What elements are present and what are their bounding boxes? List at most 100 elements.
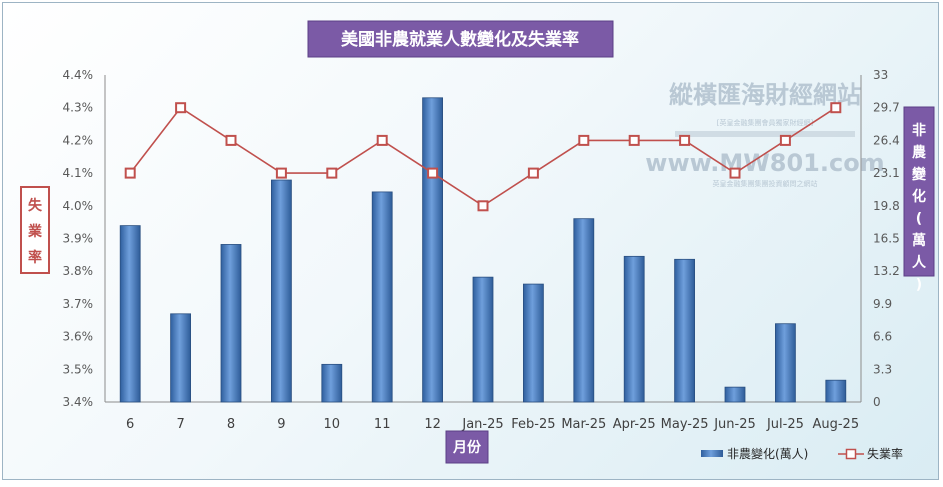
legend-bar-label: 非農變化(萬人)	[727, 446, 808, 461]
y-left-tick-label: 3.4%	[63, 395, 94, 409]
axis-label-char: 失	[28, 197, 43, 214]
y-right-tick-label: 3.3	[873, 362, 892, 376]
x-tick-label: 9	[277, 417, 285, 432]
y-axis-right-ticks: 0 3.3 6.6 9.9 13.2 16.5 19.8 23.1 26.4 29.7 33	[873, 68, 900, 409]
bar-Apr-25	[623, 255, 645, 403]
y-left-tick-label: 3.6%	[63, 330, 94, 344]
bar-11	[371, 191, 393, 403]
y-right-tick-label: 26.4	[873, 133, 900, 147]
line-point-Mar-25	[578, 134, 590, 146]
chart-title: 美國非農就業人數變化及失業率	[341, 29, 579, 50]
x-tick-label: Jul-25	[766, 417, 804, 432]
line-point-Jul-25	[779, 134, 791, 146]
bar-8	[220, 244, 242, 403]
x-axis-label: 月份	[452, 439, 482, 456]
chart-frame: 縱橫匯海財經網站 [英皇金融集團會員獨家財經網] www.MW801.com 英…	[2, 2, 939, 480]
bar-9	[270, 179, 292, 403]
bar-6	[119, 225, 141, 403]
y-right-tick-label: 19.8	[873, 199, 900, 213]
x-tick-label: 8	[227, 417, 235, 432]
bar-Jul-25	[775, 323, 796, 403]
axis-label-char: )	[916, 277, 922, 293]
axis-label-char: 業	[27, 223, 43, 240]
watermark-tagline-1: [英皇金融集團會員獨家財經網]	[717, 118, 814, 127]
line-point-6	[124, 167, 136, 179]
y-right-tick-label: 33	[873, 68, 888, 82]
x-tick-label: Mar-25	[561, 417, 606, 432]
y-axis-right-label-box: 非農變化 ( 萬人)	[903, 106, 935, 293]
axis-label-char: 化	[912, 188, 926, 205]
legend: 非農變化(萬人) 失業率	[701, 446, 903, 461]
axis-label-char: 變	[912, 166, 927, 183]
y-axis-left-label: 失業率	[27, 197, 43, 266]
bar-Mar-25	[573, 218, 595, 403]
y-axis-left-ticks: 3.4% 3.5% 3.6% 3.7% 3.8% 3.9% 4.0% 4.1% 4.2% 4.3%…	[63, 68, 94, 409]
combo-chart: 縱橫匯海財經網站 [英皇金融集團會員獨家財經網] www.MW801.com 英…	[20, 20, 935, 464]
y-left-tick-label: 4.3%	[63, 101, 94, 115]
bar-7	[170, 313, 192, 403]
line-point-Feb-25	[527, 167, 539, 179]
y-right-tick-label: 0	[873, 395, 881, 409]
axis-label-char: 人	[912, 254, 927, 271]
line-point-12	[427, 167, 439, 179]
watermark-name: 縱橫匯海財經網站	[669, 81, 861, 109]
y-right-tick-label: 16.5	[873, 232, 900, 246]
y-axis-left-label-box: 失業率	[20, 186, 50, 274]
y-right-tick-label: 23.1	[873, 166, 900, 180]
line-series	[124, 102, 842, 212]
bar-12	[422, 97, 444, 403]
y-left-tick-label: 3.9%	[63, 232, 94, 246]
x-tick-label: Aug-25	[812, 417, 859, 432]
line-point-Jun-25	[729, 167, 741, 179]
bar-Feb-25	[523, 283, 544, 403]
y-left-tick-label: 4.2%	[63, 133, 94, 147]
line-point-Jan-25	[477, 200, 489, 212]
legend-line-label: 失業率	[867, 446, 903, 461]
y-left-tick-label: 3.8%	[63, 264, 94, 278]
x-tick-label: 12	[424, 417, 441, 432]
y-right-tick-label: 13.2	[873, 264, 900, 278]
x-tick-label: 6	[126, 417, 134, 432]
line-point-Aug-25	[830, 102, 842, 114]
watermark: 縱橫匯海財經網站 [英皇金融集團會員獨家財經網] www.MW801.com 英…	[645, 81, 884, 188]
x-tick-label: 11	[374, 417, 391, 432]
chart-title-box: 美國非農就業人數變化及失業率	[307, 20, 614, 58]
y-left-tick-label: 3.5%	[63, 362, 94, 376]
y-right-tick-label: 29.7	[873, 101, 900, 115]
bar-Jan-25	[472, 276, 494, 403]
axis-label-char: 萬	[912, 232, 926, 249]
x-tick-label: Apr-25	[613, 417, 656, 432]
x-axis-label-box: 月份	[445, 430, 489, 464]
legend-bar-swatch	[701, 450, 723, 457]
x-tick-label: Feb-25	[511, 417, 555, 432]
y-right-tick-label: 6.6	[873, 330, 892, 344]
x-tick-label: Jun-25	[713, 417, 756, 432]
x-tick-label: May-25	[661, 417, 709, 432]
legend-line-marker	[845, 448, 857, 460]
x-tick-label: 7	[176, 417, 184, 432]
line-point-9	[275, 167, 287, 179]
y-left-tick-label: 4.4%	[63, 68, 94, 82]
line-point-May-25	[679, 134, 691, 146]
line-point-10	[326, 167, 338, 179]
bar-series	[119, 97, 847, 403]
y-axis-right-label: 非農變化 ( 萬人)	[912, 122, 927, 293]
axis-label-char: 非	[912, 122, 926, 139]
bar-Jun-25	[724, 386, 746, 403]
line-point-8	[225, 134, 237, 146]
y-left-tick-label: 3.7%	[63, 297, 94, 311]
bar-Aug-25	[825, 379, 847, 403]
axis-label-char: 率	[28, 249, 42, 266]
axis-label-char: 農	[912, 144, 926, 161]
line-point-11	[376, 134, 388, 146]
y-right-tick-label: 9.9	[873, 297, 892, 311]
line-point-7	[175, 102, 187, 114]
watermark-tagline-2: 英皇金融集團集團投資顧問之網站	[713, 179, 818, 188]
x-tick-label: Jan-25	[461, 417, 503, 432]
y-left-tick-label: 4.0%	[63, 199, 94, 213]
x-axis-labels: 6 7 8 9 10 11 12 Jan-25 Feb-25 Mar-25 Apr-25 May-25…	[126, 417, 859, 432]
line-point-Apr-25	[628, 134, 640, 146]
bar-10	[321, 363, 343, 403]
axis-label-char: (	[916, 211, 922, 227]
y-left-tick-label: 4.1%	[63, 166, 94, 180]
